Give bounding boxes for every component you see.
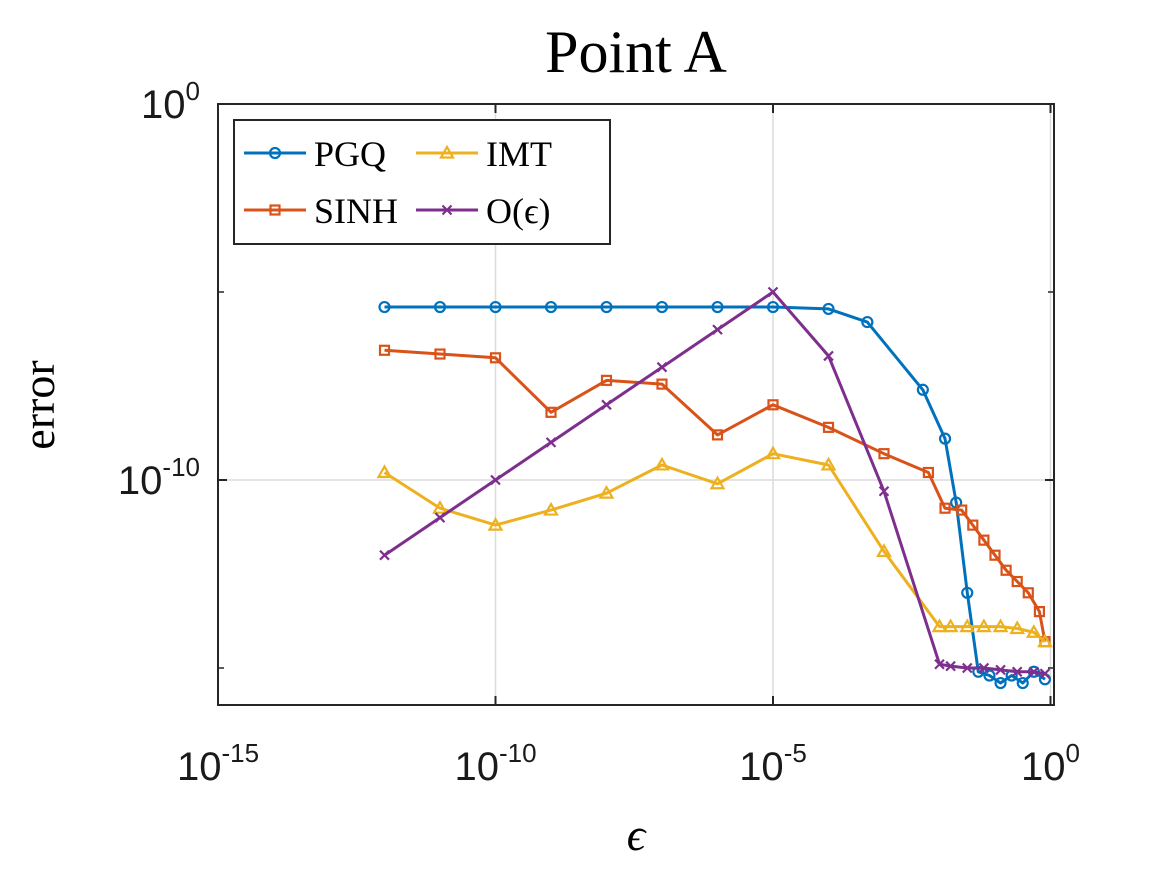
legend-marker-2	[439, 144, 455, 159]
legend-marker-1	[269, 204, 281, 216]
series-2	[376, 445, 1053, 648]
series-1-point-11	[939, 502, 951, 514]
series-0-point-15	[983, 669, 996, 682]
series-3-point-16	[1028, 666, 1040, 678]
series-1-point-3	[545, 406, 557, 418]
series-3-point-11	[945, 660, 956, 672]
x-tick-labels: 10-15 10-10 10-5 100	[177, 738, 1080, 789]
series-3-point-12	[961, 662, 973, 674]
series-0-point-1	[433, 300, 447, 314]
y-tick-label-0: 100	[141, 76, 200, 127]
series-3-point-4	[601, 399, 612, 411]
series-1-point-18	[1022, 587, 1034, 599]
series-2-point-17	[1037, 633, 1053, 648]
series-3-point-13	[978, 662, 990, 674]
series-3-point-14	[995, 664, 1006, 676]
legend-box	[233, 119, 611, 245]
series-0-point-4	[600, 300, 613, 314]
series-layer	[376, 286, 1053, 690]
series-3-point-0	[379, 549, 390, 561]
series-line-3	[383, 290, 1046, 676]
legend-marker-0	[268, 146, 282, 160]
series-1-point-7	[767, 399, 779, 411]
series-2-point-11	[942, 618, 959, 633]
series-0-point-3	[544, 300, 558, 314]
series-3-point-10	[934, 658, 945, 670]
series-0-point-10	[916, 383, 929, 396]
series-2-point-3	[543, 501, 559, 516]
series-0-point-0	[378, 300, 391, 314]
series-3-point-5	[656, 361, 668, 373]
y-tick-labels: 100 10-10	[118, 76, 200, 503]
series-3-point-1	[434, 512, 446, 523]
series-3	[379, 286, 1051, 679]
series-3-point-9	[878, 486, 890, 497]
series-0-point-11	[938, 432, 952, 445]
series-0-point-8	[822, 302, 835, 316]
series-0-point-6	[711, 300, 724, 314]
series-2-point-15	[1009, 620, 1026, 635]
x-tick-label-3: 100	[1021, 738, 1080, 789]
series-1-point-9	[878, 448, 890, 460]
series-0-point-16	[994, 676, 1007, 690]
series-1-point-14	[978, 534, 990, 546]
series-1-point-19	[1033, 605, 1046, 618]
x-tick-label-1: 10-10	[454, 738, 536, 789]
series-2-point-10	[931, 618, 948, 633]
series-3-point-8	[823, 350, 834, 362]
chart-title: Point A	[545, 19, 727, 85]
series-1-point-1	[434, 348, 446, 360]
series-0-point-9	[861, 315, 874, 329]
series-1-point-4	[600, 374, 613, 386]
x-axis-label: ϵ	[627, 809, 648, 860]
series-1-point-13	[967, 519, 979, 531]
series-1-point-5	[656, 378, 668, 390]
legend: PGQ SINH IMT O(ϵ)	[233, 119, 611, 245]
legend-label-0: PGQ	[314, 134, 386, 174]
legend-label-3: O(ϵ)	[486, 191, 551, 231]
x-tick-label-2: 10-5	[739, 738, 807, 789]
series-1-point-12	[956, 504, 968, 516]
series-0-point-13	[961, 586, 974, 599]
series-2-point-7	[765, 445, 781, 460]
series-2-point-13	[976, 618, 992, 633]
series-2-point-0	[376, 464, 393, 479]
series-1-point-6	[711, 429, 724, 441]
series-2-point-9	[876, 543, 892, 558]
series-1-point-16	[1000, 564, 1012, 576]
series-2-point-4	[598, 484, 615, 499]
series-1-point-0	[378, 344, 391, 356]
series-2-point-16	[1025, 624, 1042, 638]
series-1-point-2	[489, 352, 502, 364]
legend-label-1: SINH	[314, 191, 398, 231]
series-1-point-10	[922, 466, 935, 479]
series-2-point-6	[709, 475, 726, 490]
legend-label-2: IMT	[486, 134, 552, 174]
series-2-point-14	[992, 618, 1009, 633]
y-axis-label: error	[13, 360, 64, 449]
series-0-point-5	[655, 300, 669, 314]
series-3-point-2	[490, 474, 501, 486]
series-1-point-15	[989, 549, 1001, 561]
series-2-point-1	[432, 499, 448, 514]
series-2-point-8	[820, 456, 837, 471]
series-1-point-17	[1011, 575, 1023, 588]
series-0-point-7	[766, 300, 780, 314]
legend-marker-3	[441, 204, 453, 216]
series-3-point-17	[1039, 668, 1051, 679]
series-3-point-15	[1011, 666, 1023, 678]
plot-frame	[217, 103, 1055, 706]
series-3-point-6	[712, 324, 723, 335]
series-2-point-12	[959, 618, 976, 633]
series-2-point-5	[654, 456, 670, 471]
series-3-point-3	[545, 437, 557, 448]
series-0-point-2	[489, 300, 502, 314]
series-3-point-7	[767, 286, 779, 298]
series-1-point-8	[822, 421, 835, 433]
x-tick-label-0: 10-15	[177, 738, 259, 789]
series-0-point-18	[1016, 676, 1029, 690]
y-tick-label-1: 10-10	[118, 452, 200, 503]
series-2-point-2	[487, 516, 504, 531]
